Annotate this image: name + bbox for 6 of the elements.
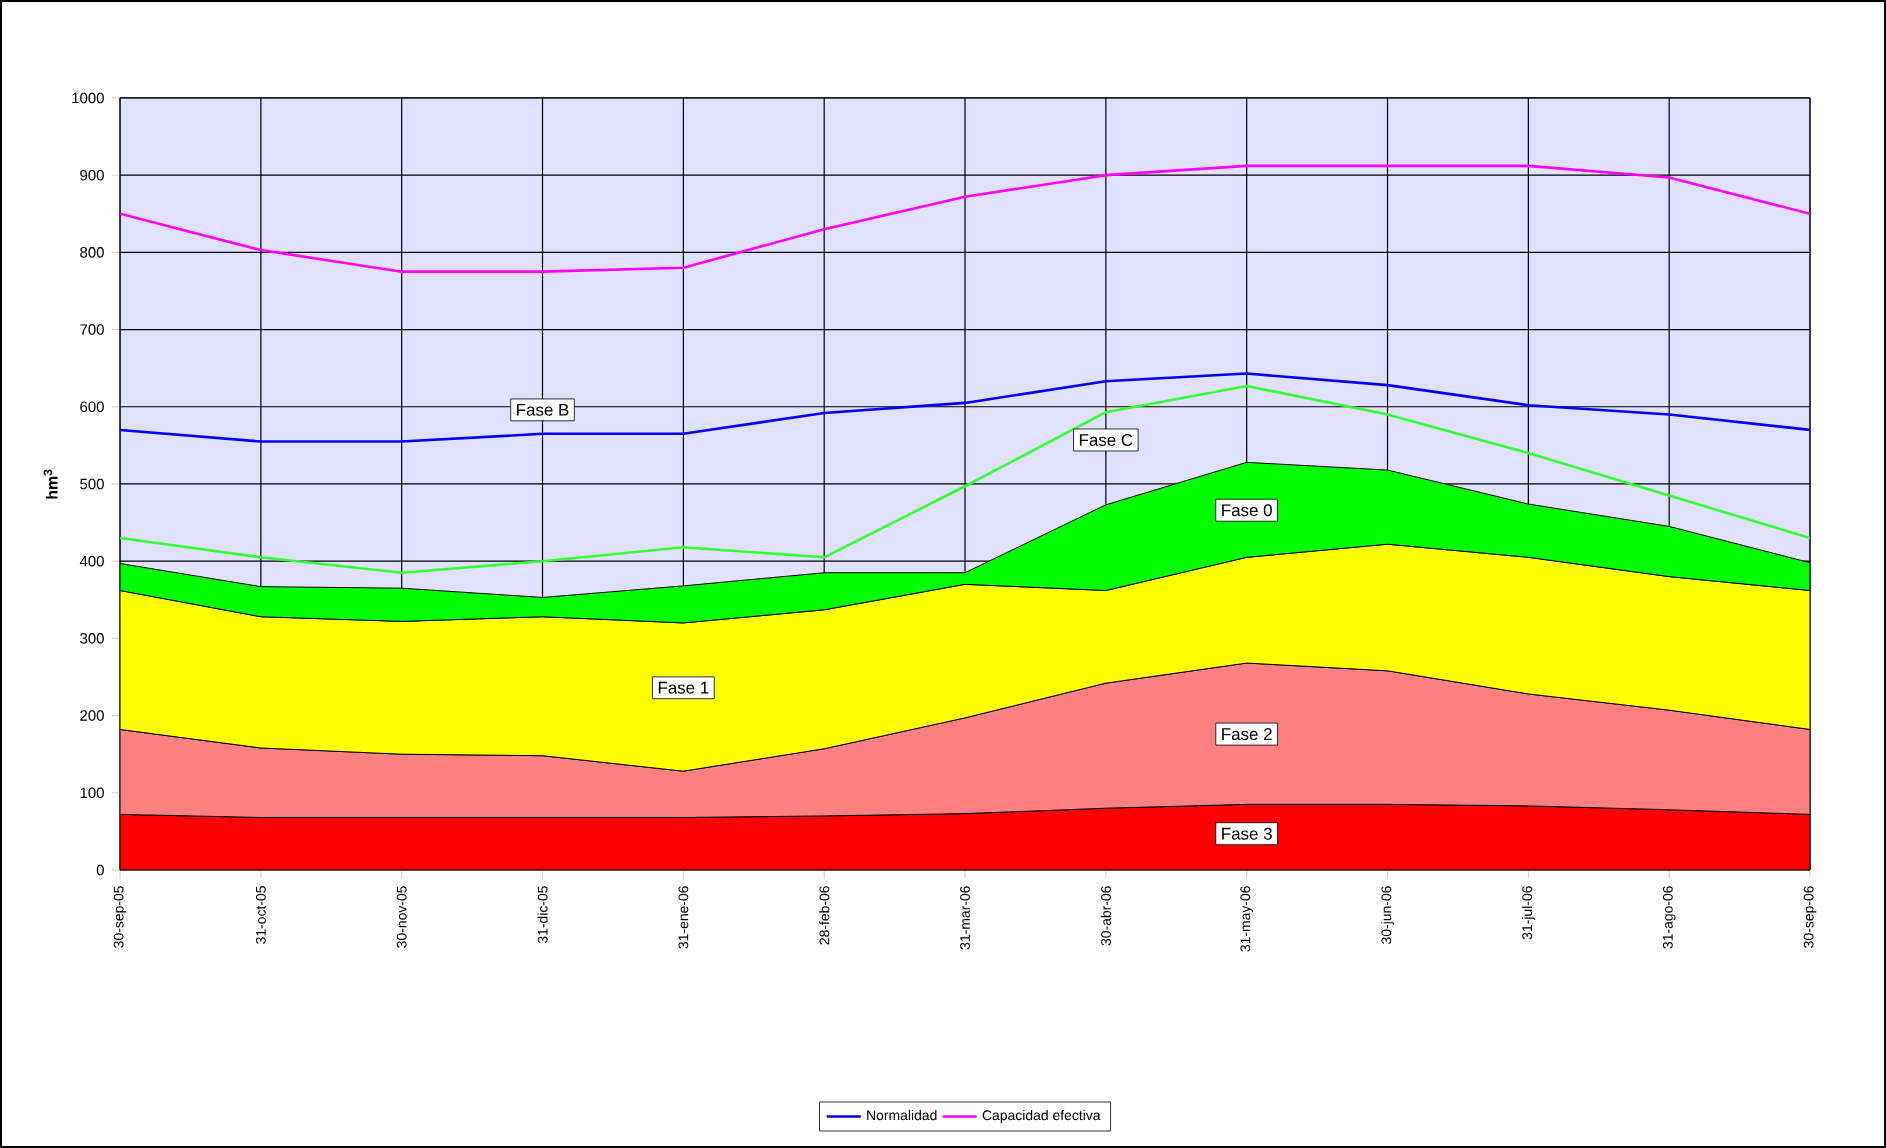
annotation: Fase B	[517, 403, 569, 416]
annotation: Fase 1	[658, 681, 709, 694]
annotation: Fase 2	[1222, 728, 1272, 741]
line-series	[120, 372, 1811, 443]
annotation: Fase C	[1079, 433, 1133, 446]
annotation: Fase 0	[1222, 504, 1272, 517]
